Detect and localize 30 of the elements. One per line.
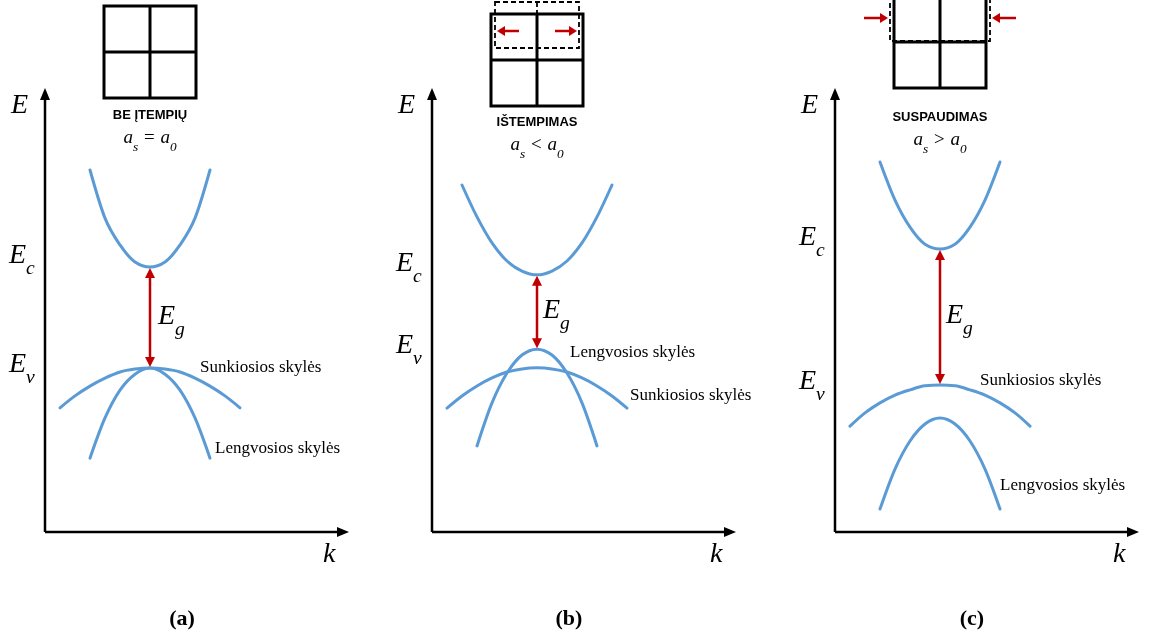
text: SUSPAUDIMAS [892, 109, 988, 124]
series-label: Sunkiosios skylės [200, 357, 322, 376]
annotation: E$_{g}$ [542, 293, 571, 333]
text: E$_{v}$ [798, 364, 826, 404]
text: (a) [169, 605, 195, 630]
x-axis-title: k [710, 537, 723, 568]
series-label: Lengvosios skylės [215, 438, 341, 457]
text: IŠTEMPIMAS [496, 114, 578, 129]
series-label: Lengvosios skylės [570, 342, 696, 361]
annotation: E$_{g}$ [157, 298, 186, 339]
text: a$_{s}$ > a$_{0}$ [913, 128, 967, 156]
annotation: E$_{g}$ [945, 298, 974, 338]
text: E$_{c}$ [8, 238, 36, 278]
series-label: Sunkiosios skylės [980, 370, 1102, 389]
text: E$_{v}$ [395, 328, 423, 368]
text: (b) [555, 605, 583, 630]
text: BE ĮTEMPIŲ [112, 107, 188, 122]
y-axis-title: E [10, 88, 29, 119]
series-label: Lengvosios skylės [1000, 475, 1126, 494]
text: a$_{s}$ = a$_{0}$ [123, 126, 177, 154]
y-axis-title: E [800, 88, 819, 119]
y-axis-title: E [397, 88, 416, 119]
series-label: Sunkiosios skylės [630, 385, 752, 404]
x-axis-title: k [323, 537, 336, 568]
text: E$_{v}$ [8, 347, 36, 387]
text: a$_{s}$ < a$_{0}$ [510, 133, 564, 161]
text: E$_{c}$ [798, 219, 826, 260]
text: (c) [959, 605, 985, 630]
x-axis-title: k [1113, 537, 1126, 568]
text: E$_{c}$ [395, 245, 423, 286]
